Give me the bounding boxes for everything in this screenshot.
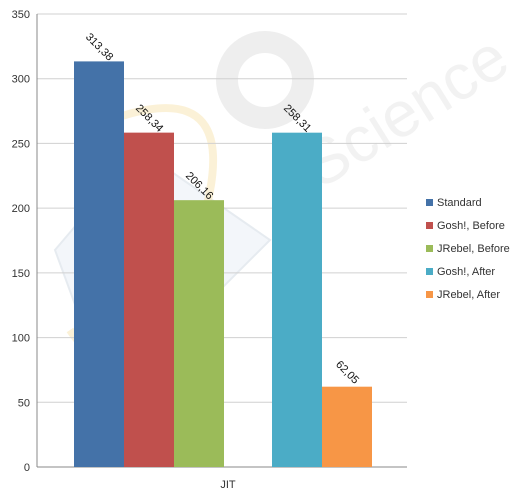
- bar-jrebel-after: [322, 386, 372, 467]
- legend-label: JRebel, After: [437, 289, 500, 301]
- y-axis: 0 50 100 150 200 250 300 350: [12, 9, 38, 474]
- y-tick-label: 50: [18, 397, 30, 409]
- legend-swatch: [426, 199, 433, 206]
- watermark: Science: [216, 20, 513, 202]
- bar-gosh-before: [124, 132, 174, 468]
- y-tick-label: 0: [24, 462, 30, 474]
- watermark-text: Science: [289, 20, 513, 202]
- data-label: 62,05: [333, 359, 361, 387]
- legend-label: Gosh!, After: [437, 266, 495, 278]
- legend-swatch: [426, 291, 433, 298]
- data-label: 313,38: [83, 31, 115, 63]
- y-tick-label: 250: [12, 138, 30, 150]
- y-tick-label: 100: [12, 333, 30, 345]
- bar-standard: [74, 61, 124, 468]
- legend-swatch: [426, 245, 433, 252]
- bars: [74, 61, 372, 468]
- bar-jrebel-before: [174, 200, 224, 468]
- y-tick-label: 150: [12, 268, 30, 280]
- legend: Standard Gosh!, Before JRebel, Before Gosh!…: [426, 197, 510, 301]
- bar-gosh-after: [272, 132, 322, 468]
- x-tick-label: JIT: [220, 479, 236, 490]
- y-tick-label: 300: [12, 74, 30, 86]
- legend-swatch: [426, 268, 433, 275]
- x-axis: JIT: [220, 479, 236, 490]
- y-tick-label: 200: [12, 203, 30, 215]
- legend-label: JRebel, Before: [437, 243, 510, 255]
- legend-label: Standard: [437, 197, 482, 209]
- legend-swatch: [426, 222, 433, 229]
- y-tick-label: 350: [12, 9, 30, 21]
- legend-label: Gosh!, Before: [437, 220, 505, 232]
